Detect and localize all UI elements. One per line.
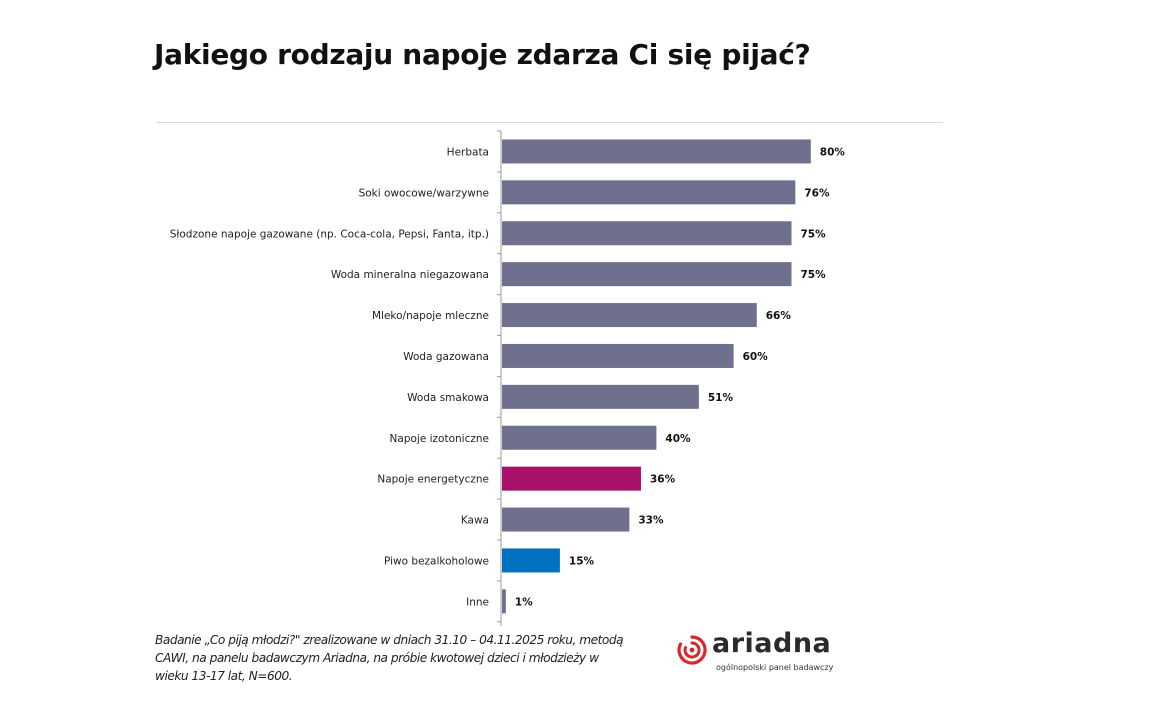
bar: [502, 466, 641, 491]
bar: [502, 262, 792, 287]
category-label: Woda smakowa: [407, 392, 489, 404]
category-label: Napoje izotoniczne: [390, 433, 489, 445]
category-label: Woda gazowana: [403, 351, 489, 363]
bar: [502, 384, 699, 409]
data-label: 75%: [801, 228, 827, 240]
ariadna-logo: ariadna ogólnopolski panel badawczy: [676, 628, 836, 680]
bar: [502, 343, 734, 368]
category-label: Soki owocowe/warzywne: [359, 187, 489, 199]
data-label: 15%: [569, 555, 595, 567]
data-label: 1%: [515, 596, 533, 608]
bar: [502, 425, 657, 450]
survey-footnote: Badanie „Co piją młodzi?" zrealizowane w…: [155, 633, 624, 683]
data-label: 75%: [801, 269, 827, 281]
category-label: Inne: [466, 596, 489, 608]
logo-spiral-icon: [677, 635, 707, 665]
data-label: 60%: [743, 351, 769, 363]
category-label: Słodzone napoje gazowane (np. Coca-cola,…: [170, 228, 489, 240]
data-label: 51%: [708, 392, 734, 404]
category-label: Woda mineralna niegazowana: [331, 269, 489, 281]
bar: [502, 507, 630, 532]
bar: [502, 548, 560, 573]
category-label: Herbata: [447, 146, 489, 158]
bar: [502, 221, 792, 246]
title-divider: [157, 122, 943, 123]
bar: [502, 589, 506, 614]
category-label: Kawa: [461, 515, 489, 527]
data-label: 66%: [766, 310, 792, 322]
data-label: 33%: [638, 515, 664, 527]
data-label: 36%: [650, 474, 676, 486]
data-label: 80%: [820, 146, 846, 158]
page-title: Jakiego rodzaju napoje zdarza Ci się pij…: [154, 38, 811, 71]
bar-chart: Herbata 80% Soki owocowe/warzywne 76% Słodzo…: [170, 130, 846, 626]
data-label: 76%: [804, 187, 830, 199]
category-label: Mleko/napoje mleczne: [372, 310, 489, 322]
bar: [502, 139, 811, 164]
logo-wordmark: ariadna: [712, 628, 832, 659]
data-label: 40%: [665, 433, 691, 445]
category-label: Piwo bezalkoholowe: [384, 555, 489, 567]
category-label: Napoje energetyczne: [377, 474, 489, 486]
logo-tagline: ogólnopolski panel badawczy: [716, 663, 834, 672]
bar: [502, 180, 796, 205]
bar: [502, 303, 757, 328]
